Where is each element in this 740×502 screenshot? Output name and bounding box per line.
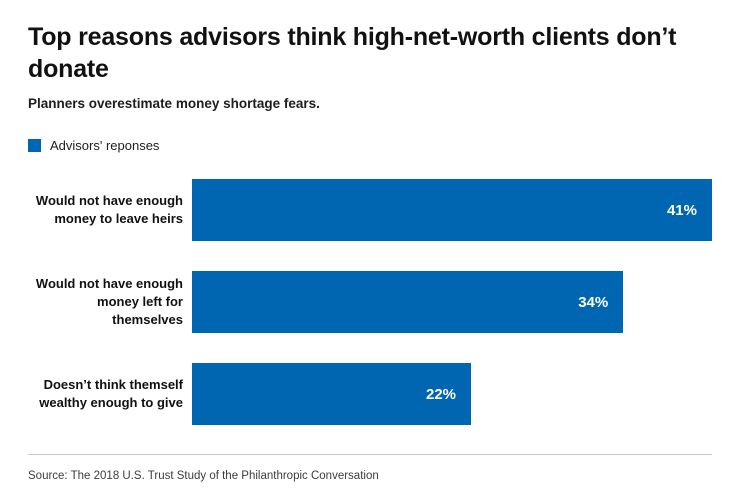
bar-track: 22% [192, 363, 712, 425]
bar-category-label: Doesn’t think themself wealthy enough to… [39, 376, 183, 410]
bar: 34% [192, 271, 624, 333]
bar-category-label: Would not have enough money to leave hei… [35, 192, 183, 226]
bar-value-label: 41% [666, 201, 697, 219]
bar-category-label: Would not have enough money left for the… [35, 275, 183, 328]
bar-row: Doesn’t think themself wealthy enough to… [28, 363, 712, 425]
legend: Advisors' reponses [28, 138, 712, 153]
legend-swatch-icon [28, 139, 41, 152]
bar-track: 41% [192, 179, 712, 241]
bar: 41% [192, 179, 712, 241]
chart-title: Top reasons advisors think high-net-wort… [28, 23, 677, 83]
bar-value-label: 22% [425, 385, 457, 403]
bar-track: 34% [192, 271, 712, 333]
bar-value-label: 34% [578, 293, 609, 311]
source-row: Source: The 2018 U.S. Trust Study of the… [28, 454, 712, 484]
legend-label: Advisors' reponses [50, 138, 160, 153]
source-text: Source: The 2018 U.S. Trust Study of the… [28, 470, 379, 482]
bar: 22% [192, 363, 472, 425]
bar-row: Would not have enough money left for the… [28, 271, 712, 333]
bars-area: Would not have enough money to leave hei… [28, 179, 712, 425]
chart-subtitle: Planners overestimate money shortage fea… [28, 96, 320, 111]
bar-row: Would not have enough money to leave hei… [28, 179, 712, 241]
